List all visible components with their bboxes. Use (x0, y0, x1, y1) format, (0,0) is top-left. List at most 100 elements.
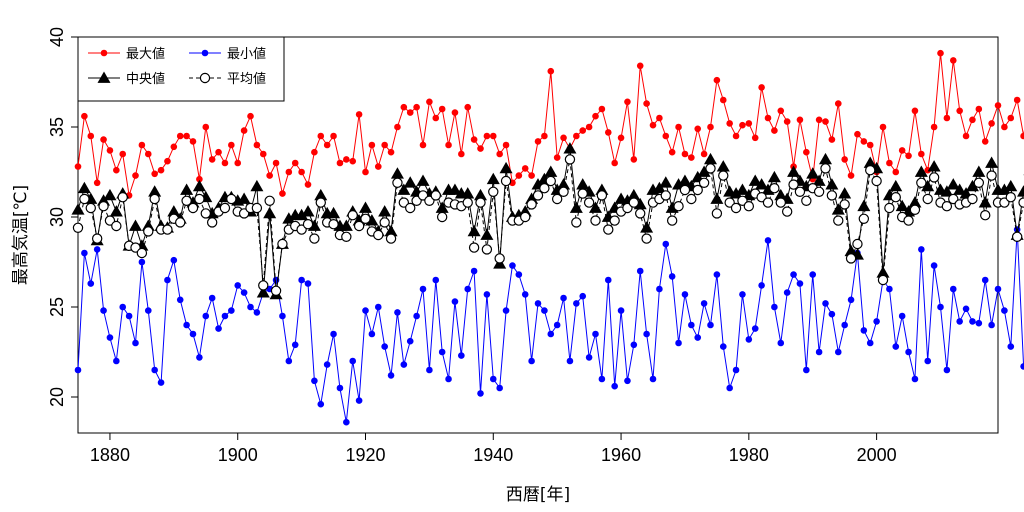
data-point (341, 231, 352, 242)
data-point (876, 266, 890, 278)
data-point (208, 156, 216, 163)
data-point (339, 219, 353, 231)
data-point (167, 205, 181, 217)
data-point (635, 208, 646, 219)
data-point (553, 154, 561, 161)
data-point (841, 321, 848, 329)
data-point (828, 136, 836, 143)
data-point (841, 156, 848, 163)
data-point (943, 366, 951, 374)
y-tick-label: 25 (47, 297, 67, 317)
data-point (783, 289, 791, 296)
data-point (576, 178, 590, 190)
data-point (801, 195, 812, 206)
data-point (202, 312, 210, 320)
legend-label: 最小値 (227, 46, 266, 62)
data-point (144, 307, 152, 314)
data-point (943, 114, 951, 122)
data-point (732, 132, 740, 140)
data-point (285, 357, 293, 365)
data-point (748, 174, 762, 186)
data-point (903, 215, 914, 226)
legend-marker (201, 49, 209, 57)
data-point (106, 147, 114, 154)
data-point (258, 280, 269, 291)
data-point (611, 159, 618, 167)
data-point (74, 366, 82, 374)
data-point (176, 132, 184, 140)
data-point (636, 62, 644, 70)
data-point (905, 348, 912, 356)
data-point (796, 280, 804, 287)
data-point (598, 105, 606, 113)
data-point (668, 273, 676, 280)
data-point (475, 197, 486, 208)
data-point (735, 183, 749, 195)
data-point (918, 150, 925, 158)
data-point (387, 148, 395, 156)
data-point (758, 282, 765, 289)
data-point (965, 179, 979, 192)
data-point (119, 303, 127, 311)
data-point (937, 49, 944, 57)
data-point (822, 118, 829, 125)
x-tick-label: 1940 (473, 445, 513, 465)
data-point (362, 168, 369, 176)
data-point (219, 202, 231, 214)
data-point (825, 178, 839, 190)
data-point (716, 160, 730, 172)
data-point (820, 163, 831, 174)
data-point (378, 205, 392, 217)
data-point (189, 138, 197, 145)
data-point (743, 200, 755, 212)
data-point (400, 103, 408, 111)
data-point (962, 305, 970, 313)
data-point (119, 150, 127, 158)
data-point (468, 242, 480, 253)
data-point (739, 121, 746, 129)
data-point (314, 188, 328, 201)
data-point (528, 357, 535, 365)
data-point (675, 123, 682, 131)
data-point (564, 154, 576, 165)
data-point (579, 292, 587, 300)
data-point (132, 172, 139, 179)
data-point (192, 179, 206, 192)
legend-marker (199, 72, 211, 84)
data-point (592, 330, 599, 338)
data-point (143, 226, 154, 237)
data-point (863, 156, 877, 168)
data-point (164, 157, 171, 165)
data-point (922, 193, 933, 205)
data-point (149, 193, 160, 205)
data-point (719, 96, 727, 104)
data-point (240, 127, 248, 134)
data-point (109, 205, 123, 217)
data-point (374, 163, 382, 170)
data-point (327, 206, 341, 219)
data-point (617, 134, 625, 142)
data-point (282, 212, 296, 224)
data-point (458, 150, 465, 158)
data-point (430, 190, 441, 201)
data-point (978, 196, 992, 208)
data-point (432, 114, 440, 122)
data-point (649, 121, 657, 129)
data-point (77, 181, 91, 194)
data-point (1013, 96, 1021, 104)
data-point (585, 123, 593, 131)
data-point (144, 150, 152, 158)
data-point (630, 156, 638, 163)
data-point (834, 348, 842, 356)
data-point (764, 114, 772, 122)
data-point (969, 116, 976, 124)
data-point (675, 339, 682, 347)
data-point (643, 100, 650, 107)
data-point (1001, 123, 1008, 131)
data-point (170, 143, 178, 151)
data-point (368, 141, 376, 149)
data-point (617, 307, 625, 314)
data-point (590, 215, 601, 226)
data-point (681, 150, 689, 158)
data-point (279, 312, 286, 320)
